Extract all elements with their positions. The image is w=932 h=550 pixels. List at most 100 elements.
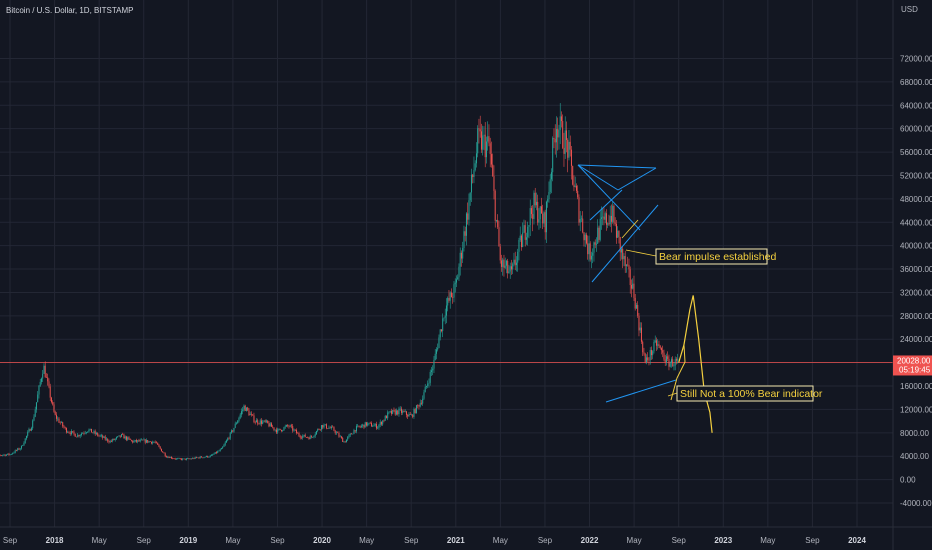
candle-body [43, 365, 45, 374]
candle-body [472, 174, 474, 178]
candle-body [514, 259, 516, 266]
candle-body [235, 423, 237, 425]
y-tick-label: 24000.00 [900, 335, 932, 344]
candle-body [44, 365, 46, 378]
y-tick-label: 72000.00 [900, 55, 932, 64]
candle-body [394, 410, 396, 415]
candle-body [97, 433, 99, 436]
candle-body [554, 138, 556, 143]
candle-body [442, 318, 444, 332]
x-tick-label: Sep [3, 536, 18, 545]
candle-body [610, 215, 612, 222]
trendline[interactable] [577, 164, 619, 191]
candle-body [229, 432, 231, 439]
candle-body [357, 425, 359, 427]
trendline[interactable] [577, 164, 641, 231]
candle-body [347, 437, 349, 440]
time-axis[interactable]: Sep 2018 May Sep 2019 May Sep 2020 May Sep 2021 May… [0, 526, 932, 545]
candle-body [377, 427, 379, 429]
candle-body [15, 450, 17, 451]
candle-body [557, 129, 559, 138]
candle-body [505, 260, 507, 266]
candle-body [270, 423, 272, 427]
candle-body [404, 411, 406, 412]
y-tick-label: 4000.00 [900, 452, 929, 461]
candle-body [493, 175, 495, 191]
candle-body [52, 402, 54, 405]
annotation-leader [625, 249, 657, 257]
x-tick-label: 2024 [848, 536, 866, 545]
candle-body [122, 434, 124, 435]
candle-body [389, 411, 391, 412]
candle-body [673, 365, 675, 367]
trendline[interactable] [577, 164, 657, 169]
currency-label: USD [901, 5, 918, 14]
annotation-box[interactable] [676, 385, 814, 402]
candle-body [305, 437, 307, 438]
candle-body [63, 426, 65, 428]
price-axis[interactable]: 72000.00 68000.00 64000.00 60000.00 56000.00… [892, 0, 932, 550]
candle-body [677, 358, 679, 361]
candle-body [439, 329, 441, 338]
candle-body [633, 283, 635, 298]
candle-body [315, 431, 317, 435]
candle-body [577, 190, 579, 198]
candle-body [167, 456, 169, 458]
trendline[interactable] [591, 204, 659, 283]
candle-body [58, 418, 60, 423]
candle-body [512, 263, 514, 270]
candle-body [5, 454, 7, 456]
candle-body [425, 385, 427, 387]
candle-body [147, 440, 149, 443]
candle-body [623, 256, 625, 260]
candle-body [129, 438, 131, 440]
candle-body [278, 428, 280, 430]
candle-body [279, 428, 281, 430]
candle-body [598, 227, 600, 240]
candle-body [89, 428, 91, 430]
candle-body [92, 432, 94, 434]
trendline[interactable] [589, 189, 623, 221]
candle-body [464, 231, 466, 236]
annotation-box[interactable] [655, 248, 768, 265]
x-tick-label: Sep [270, 536, 285, 545]
candle-body [190, 458, 192, 460]
candle-body [417, 405, 419, 406]
candle-body [524, 225, 526, 240]
candle-body [333, 427, 335, 431]
trendline[interactable] [605, 379, 677, 403]
candle-body [412, 414, 414, 417]
candle-body [457, 277, 459, 280]
candle-body [337, 432, 339, 434]
x-tick-label: 2023 [714, 536, 732, 545]
candle-body [508, 271, 510, 274]
candle-body [542, 213, 544, 224]
candle-body [34, 409, 36, 417]
candle-body [9, 454, 11, 455]
candle-body [128, 437, 130, 439]
candle-body [108, 441, 110, 443]
candle-body [644, 353, 646, 362]
candle-body [543, 212, 545, 224]
candle-body [604, 213, 606, 220]
candle-body [393, 410, 395, 411]
candle-body [545, 201, 547, 233]
trendline[interactable] [617, 167, 657, 191]
candle-body [104, 436, 106, 440]
candle-body [517, 251, 519, 263]
candle-body [549, 179, 551, 192]
candle-body [73, 431, 75, 434]
candle-body [250, 413, 252, 415]
candle-body [665, 356, 667, 363]
candle-body [585, 234, 587, 244]
candle-body [189, 458, 191, 460]
candle-body [223, 444, 225, 447]
candle-body [497, 220, 499, 228]
candle-body [217, 451, 219, 453]
candle-body [534, 192, 536, 206]
candle-body [105, 438, 107, 440]
candle-body [592, 252, 594, 256]
y-tick-label: 12000.00 [900, 405, 932, 414]
candle-body [657, 344, 659, 346]
